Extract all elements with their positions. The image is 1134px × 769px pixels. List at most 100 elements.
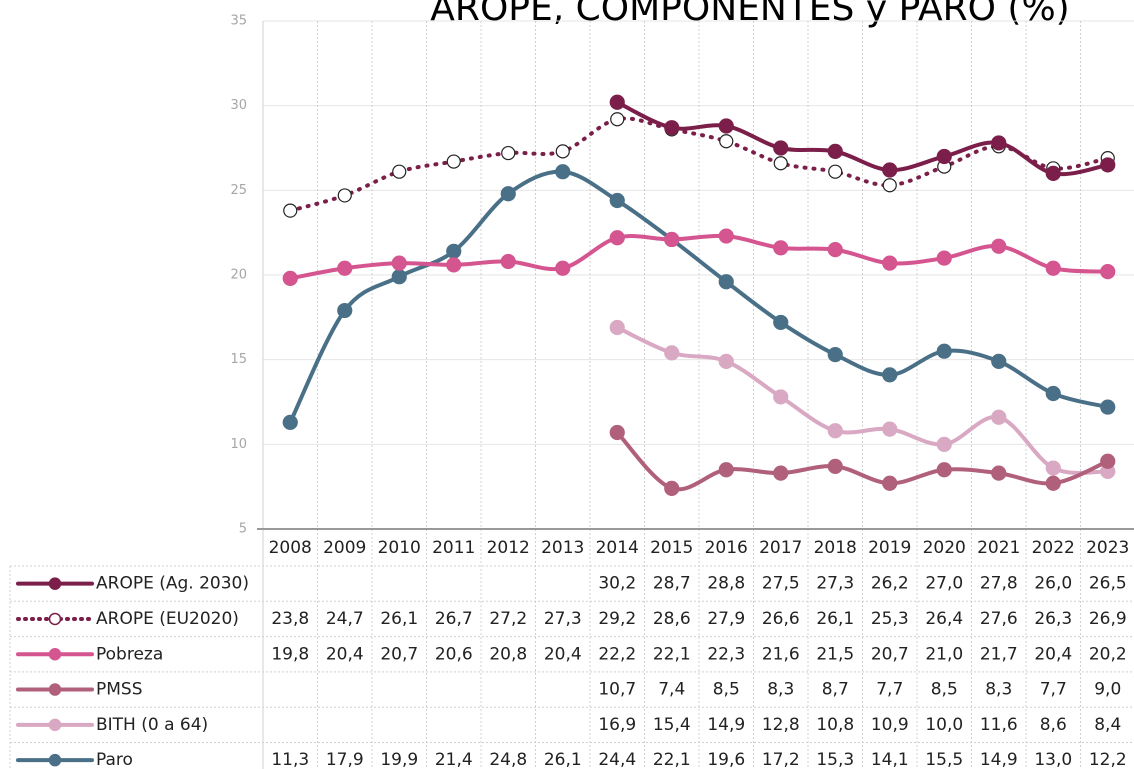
- table-cell: 27,3: [816, 574, 854, 594]
- x-tick-label: 2021: [977, 538, 1020, 558]
- point: [609, 192, 625, 209]
- table-cell: 8,7: [822, 680, 849, 700]
- table-cell: 10,0: [925, 715, 963, 735]
- point: [936, 250, 952, 266]
- table-cell: 27,8: [980, 574, 1018, 594]
- table-cell: 22,3: [707, 644, 745, 664]
- point: [501, 145, 516, 161]
- x-tick-label: 2009: [323, 538, 366, 558]
- legend-marker: [48, 683, 62, 696]
- table-cell: 14,1: [871, 750, 909, 769]
- point: [1045, 260, 1061, 276]
- point: [609, 424, 625, 441]
- point: [827, 242, 843, 258]
- point: [718, 353, 734, 369]
- point: [392, 164, 407, 179]
- table-cell: 24,4: [598, 750, 636, 769]
- table-cell: 8,5: [713, 680, 740, 700]
- point: [882, 255, 898, 271]
- x-tick-label: 2011: [432, 538, 475, 558]
- x-tick-label: 2015: [650, 538, 693, 558]
- x-tick-label: 2019: [868, 538, 911, 558]
- point: [446, 243, 462, 259]
- point: [283, 203, 298, 218]
- table-cell: 8,4: [1094, 715, 1121, 735]
- table-cell: 14,9: [980, 750, 1018, 769]
- table-cell: 11,6: [980, 715, 1018, 735]
- point: [718, 274, 734, 290]
- table-cell: 24,8: [489, 750, 527, 769]
- point: [609, 230, 625, 246]
- table-cell: 19,9: [380, 750, 418, 769]
- point: [882, 421, 898, 437]
- series-line: [615, 325, 1110, 475]
- point: [936, 436, 952, 452]
- table-cell: 10,9: [871, 715, 909, 735]
- point: [282, 270, 298, 286]
- point: [555, 260, 571, 276]
- legend-marker: [48, 648, 62, 661]
- chart-title: AROPE, COMPONENTES y PARO (%): [430, 0, 1069, 29]
- point: [1100, 157, 1116, 173]
- point: [664, 231, 680, 248]
- table-cell: 10,7: [598, 680, 636, 700]
- y-tick-label: 30: [230, 98, 247, 113]
- point: [446, 257, 462, 273]
- table-cell: 25,3: [871, 609, 909, 629]
- table-cell: 21,4: [435, 750, 473, 769]
- point: [882, 367, 898, 383]
- table-cell: 20,4: [326, 644, 364, 664]
- table-cell: 20,2: [1089, 644, 1127, 664]
- table-cell: 19,8: [271, 644, 309, 664]
- point: [1100, 399, 1116, 415]
- y-tick-label: 25: [230, 183, 247, 198]
- table-cell: 15,4: [653, 715, 691, 735]
- table-cell: 26,1: [380, 609, 418, 629]
- table-cell: 27,9: [707, 609, 745, 629]
- point: [773, 465, 789, 481]
- point: [664, 345, 680, 361]
- x-tick-label: 2014: [596, 538, 639, 558]
- table-cell: 21,5: [816, 644, 854, 664]
- point: [337, 302, 353, 319]
- point: [991, 465, 1007, 481]
- point: [773, 156, 788, 171]
- table-cell: 21,6: [762, 644, 800, 664]
- point: [555, 144, 570, 159]
- x-tick-label: 2016: [705, 538, 748, 558]
- y-tick-label: 10: [230, 437, 247, 452]
- legend-label: Pobreza: [96, 644, 163, 664]
- table-cell: 22,1: [653, 644, 691, 664]
- point: [773, 314, 789, 331]
- table-cell: 17,2: [762, 750, 800, 769]
- y-tick-label: 35: [230, 14, 247, 29]
- point: [991, 135, 1007, 151]
- table-cell: 22,2: [598, 644, 636, 664]
- point: [936, 343, 952, 359]
- point: [827, 143, 843, 159]
- table-cell: 8,6: [1040, 715, 1067, 735]
- table-cell: 19,6: [707, 750, 745, 769]
- legend-label: PMSS: [96, 680, 143, 700]
- table-cell: 27,6: [980, 609, 1018, 629]
- table-cell: 26,0: [1034, 574, 1072, 594]
- y-tick-label: 20: [230, 268, 247, 283]
- point: [827, 458, 843, 474]
- table-cell: 15,5: [925, 750, 963, 769]
- point: [719, 134, 734, 149]
- table-cell: 29,2: [598, 609, 636, 629]
- legend-label: AROPE (EU2020): [96, 609, 239, 629]
- table-cell: 7,7: [1040, 680, 1067, 700]
- table-cell: 22,1: [653, 750, 691, 769]
- table-cell: 28,8: [707, 574, 745, 594]
- table-cell: 20,4: [1034, 644, 1072, 664]
- table-cell: 21,0: [925, 644, 963, 664]
- point: [827, 423, 843, 439]
- legend-label: AROPE (Ag. 2030): [96, 574, 249, 594]
- point: [828, 164, 843, 179]
- table-cell: 13,0: [1034, 750, 1072, 769]
- table-cell: 8,5: [931, 680, 958, 700]
- legend-marker: [48, 718, 62, 732]
- table-cell: 15,3: [816, 750, 854, 769]
